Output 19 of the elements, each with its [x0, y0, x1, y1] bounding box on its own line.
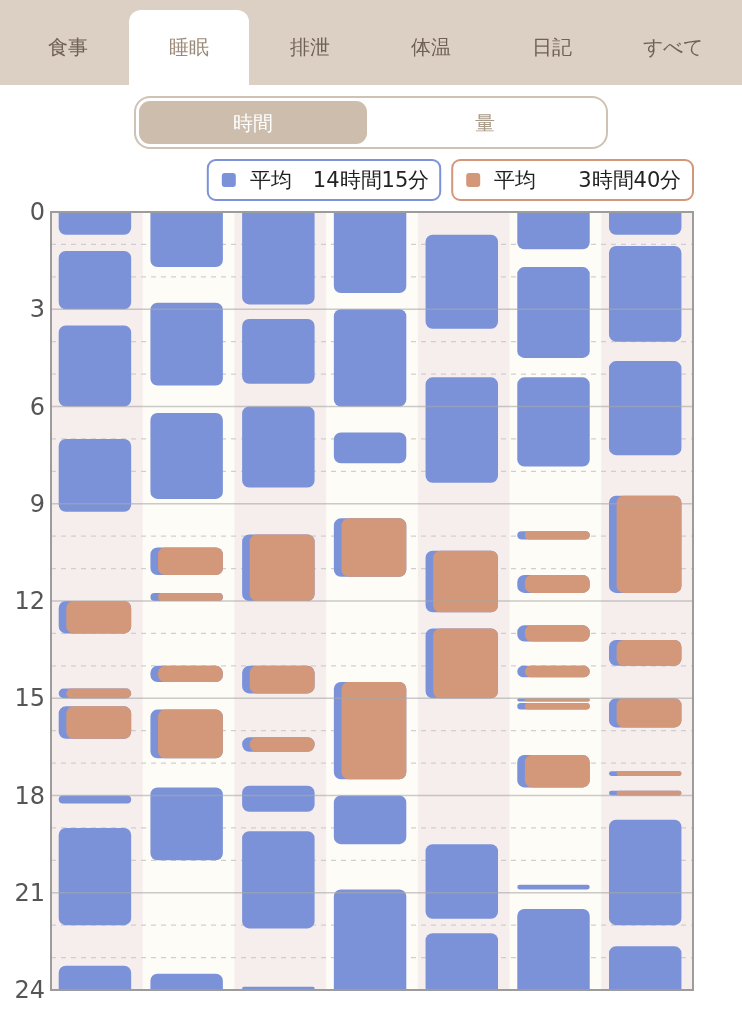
y-tick-label: 15 — [14, 684, 45, 713]
legend-label: 平均 3時間40分 — [494, 168, 682, 192]
legend-label: 平均 14時間15分 — [249, 168, 430, 192]
text: 日記 — [532, 35, 572, 59]
y-tick-label: 24 — [14, 976, 45, 1004]
text: 睡眠 — [169, 35, 209, 59]
text: 体温 — [411, 35, 451, 59]
text: 排泄 — [290, 35, 330, 59]
text: すべて — [643, 35, 703, 59]
text: 時間 — [233, 111, 273, 135]
y-tick-label: 21 — [14, 878, 45, 907]
text: 量 — [475, 111, 495, 135]
text: 食事 — [48, 35, 88, 59]
y-tick-label: 0 — [29, 198, 45, 226]
y-tick-label: 3 — [29, 295, 45, 324]
y-tick-label: 6 — [29, 392, 45, 421]
y-tick-label: 9 — [29, 489, 45, 518]
y-tick-label: 18 — [14, 781, 45, 810]
y-tick-label: 12 — [14, 587, 45, 615]
